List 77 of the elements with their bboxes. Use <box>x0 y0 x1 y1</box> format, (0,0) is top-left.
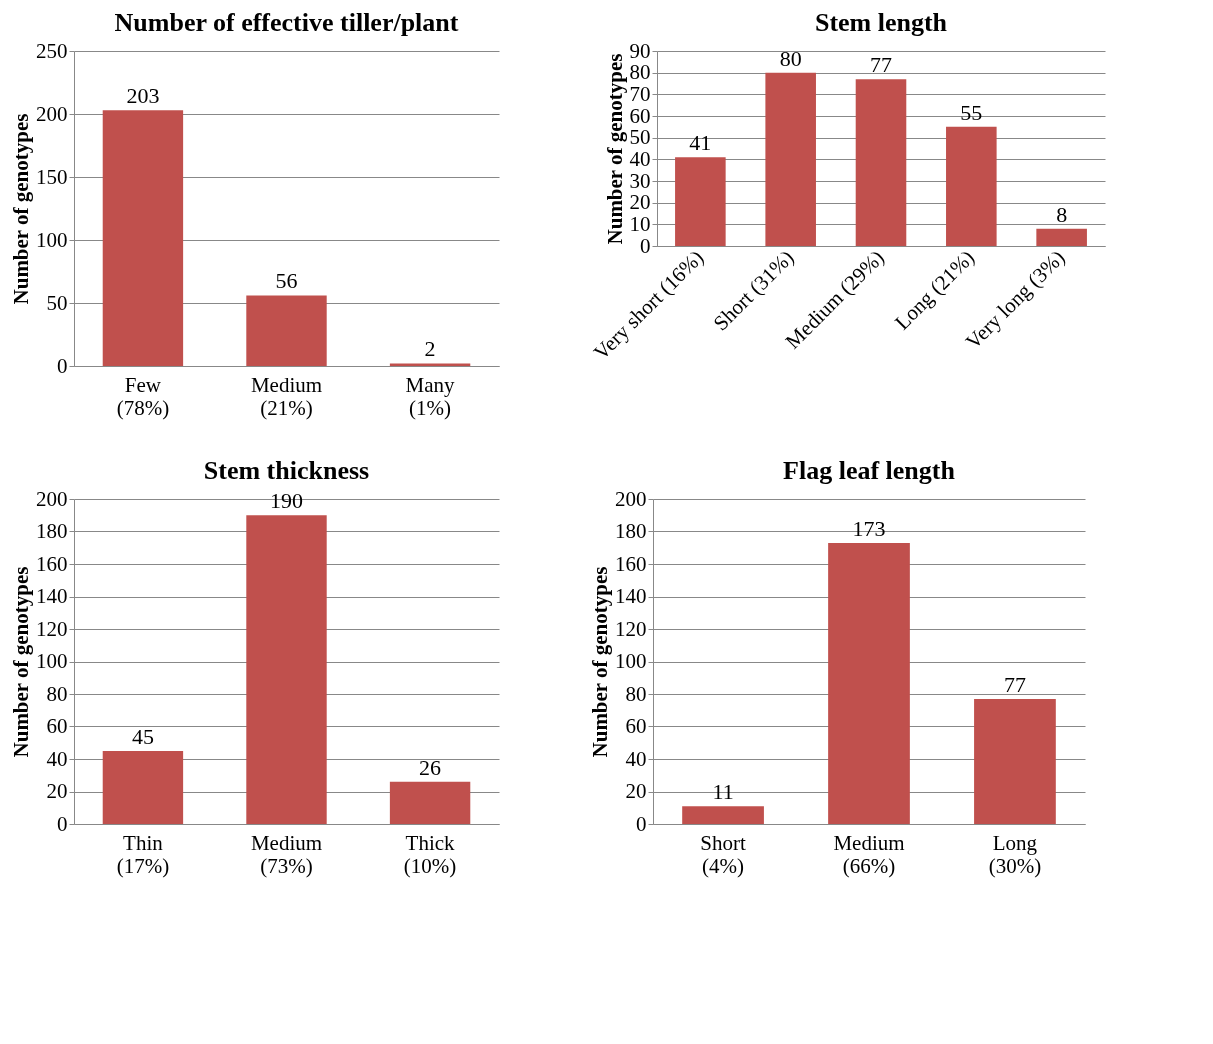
y-tick-label: 120 <box>36 616 68 641</box>
bar <box>765 72 816 246</box>
y-tick-label: 20 <box>625 779 647 803</box>
y-axis-title: Number of genotypes <box>9 566 33 758</box>
bar <box>946 126 997 246</box>
y-axis-title: Number of genotypes <box>602 53 627 245</box>
data-label: 45 <box>131 723 154 749</box>
x-tick-label: Medium (66%) <box>833 830 905 878</box>
y-tick-label: 100 <box>36 227 68 252</box>
chart-title: Stem thickness <box>203 456 370 485</box>
y-tick-label: 60 <box>46 714 68 738</box>
y-axis-title: Number of genotypes <box>9 113 33 305</box>
data-label: 190 <box>270 488 303 514</box>
x-tick-label: Thick (10%) <box>403 830 457 878</box>
x-tick-label: Thin (17%) <box>116 830 170 878</box>
bar <box>855 79 907 246</box>
x-tick-label: Medium (21%) <box>250 372 323 420</box>
y-tick-label: 100 <box>615 649 647 673</box>
y-tick-label: 50 <box>46 290 68 315</box>
y-tick-label: 0 <box>640 233 651 258</box>
y-tick-label: 0 <box>57 811 68 836</box>
data-label: 11 <box>712 779 734 805</box>
bar <box>974 698 1056 824</box>
y-tick-label: 160 <box>615 551 647 576</box>
y-tick-label: 250 <box>36 38 68 63</box>
bar <box>246 295 327 366</box>
bar <box>246 515 327 824</box>
bar <box>389 781 471 824</box>
data-label: 56 <box>275 268 298 294</box>
y-tick-label: 80 <box>46 681 68 706</box>
y-tick-label: 90 <box>629 38 651 63</box>
y-tick-label: 160 <box>36 551 68 576</box>
bar <box>102 750 184 824</box>
bar <box>102 110 184 366</box>
x-tick-label: Short (4%) <box>700 830 746 878</box>
x-tick-label: Medium (73%) <box>250 830 323 878</box>
y-tick-label: 0 <box>57 353 68 378</box>
y-tick-label: 180 <box>36 519 68 543</box>
bar <box>828 542 910 824</box>
data-label: 80 <box>779 45 802 71</box>
data-label: 77 <box>1003 671 1026 697</box>
y-tick-label: 100 <box>36 649 68 673</box>
y-tick-label: 30 <box>629 168 651 193</box>
data-label: 77 <box>870 52 892 78</box>
y-tick-label: 180 <box>615 519 647 543</box>
data-label: 41 <box>689 130 712 156</box>
bar <box>1036 228 1087 246</box>
y-tick-label: 200 <box>36 101 68 126</box>
y-tick-label: 20 <box>46 779 68 803</box>
data-label: 26 <box>419 754 442 780</box>
bar <box>389 363 471 366</box>
y-axis-title: Number of genotypes <box>588 566 612 758</box>
y-tick-label: 200 <box>615 486 647 511</box>
y-tick-label: 150 <box>36 164 68 189</box>
x-tick-label: Few (78%) <box>116 372 170 420</box>
data-label: 8 <box>1056 201 1068 227</box>
bar <box>682 806 764 824</box>
y-tick-label: 140 <box>615 584 647 608</box>
data-label: 55 <box>960 99 983 125</box>
y-tick-label: 40 <box>46 746 68 771</box>
y-tick-label: 80 <box>625 681 647 706</box>
x-tick-label: Many (1%) <box>405 372 456 420</box>
chart-title: Stem length <box>814 8 948 37</box>
y-tick-label: 60 <box>625 714 647 738</box>
y-tick-label: 0 <box>636 811 647 836</box>
data-label: 203 <box>126 83 160 109</box>
x-tick-label: Long (30%) <box>988 830 1042 878</box>
data-label: 2 <box>424 336 436 362</box>
y-tick-label: 120 <box>615 616 647 641</box>
bar <box>675 157 726 246</box>
y-tick-label: 140 <box>36 584 68 608</box>
y-tick-label: 60 <box>629 103 651 128</box>
data-label: 173 <box>852 515 886 541</box>
y-tick-label: 200 <box>36 486 68 511</box>
chart-title: Flag leaf length <box>783 456 956 485</box>
chart-title: Number of effective tiller/plant <box>114 8 459 37</box>
y-tick-label: 40 <box>625 746 647 771</box>
